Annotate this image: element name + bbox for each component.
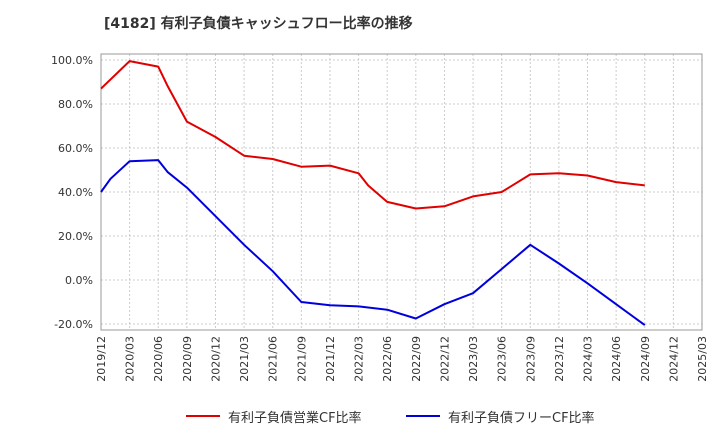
y-axis: 100.0% 80.0% 60.0% 40.0% 20.0% 0.0% -20.0% <box>51 54 93 331</box>
chart-title: [4182] 有利子負債キャッシュフロー比率の推移 <box>104 16 413 32</box>
series-group <box>100 60 646 326</box>
x-axis: 2019/12 2020/03 2020/06 2020/09 2020/12 2021/… <box>95 336 709 382</box>
x-tick-label: 2025/03 <box>696 336 709 382</box>
x-tick-label: 2024/03 <box>582 336 595 382</box>
y-tick-label: -20.0% <box>54 318 93 331</box>
x-tick-label: 2024/12 <box>667 336 680 382</box>
legend-swatch-blue <box>406 415 440 417</box>
y-tick-label: 100.0% <box>51 54 93 67</box>
x-tick-label: 2024/09 <box>639 336 652 382</box>
y-tick-label: 80.0% <box>58 98 93 111</box>
legend-swatch-red <box>186 415 220 417</box>
legend: 有利子負債営業CF比率 有利子負債フリーCF比率 <box>0 404 720 428</box>
x-tick-label: 2024/06 <box>610 336 623 382</box>
x-tick-label: 2020/06 <box>152 336 165 382</box>
y-tick-label: 40.0% <box>58 186 93 199</box>
legend-label: 有利子負債営業CF比率 <box>228 410 362 426</box>
x-tick-label: 2022/09 <box>410 336 423 382</box>
grid <box>100 54 703 330</box>
x-tick-label: 2021/12 <box>324 336 337 382</box>
legend-item-free-cf: 有利子負債フリーCF比率 <box>406 404 595 428</box>
x-tick-label: 2021/06 <box>267 336 280 382</box>
x-tick-label: 2020/12 <box>209 336 222 382</box>
x-tick-label: 2022/12 <box>438 336 451 382</box>
series-line-free-cf <box>100 159 646 326</box>
x-tick-label: 2021/09 <box>295 336 308 382</box>
y-tick-label: 0.0% <box>65 274 93 287</box>
x-tick-label: 2020/09 <box>181 336 194 382</box>
series-line-operating-cf <box>100 60 645 210</box>
legend-label: 有利子負債フリーCF比率 <box>448 410 595 426</box>
x-tick-label: 2020/03 <box>124 336 137 382</box>
x-tick-label: 2022/06 <box>381 336 394 382</box>
x-tick-label: 2019/12 <box>95 336 108 382</box>
x-tick-label: 2023/09 <box>524 336 537 382</box>
y-tick-label: 60.0% <box>58 142 93 155</box>
y-tick-label: 20.0% <box>58 230 93 243</box>
x-tick-label: 2023/12 <box>553 336 566 382</box>
x-tick-label: 2022/03 <box>353 336 366 382</box>
x-tick-label: 2021/03 <box>238 336 251 382</box>
x-tick-label: 2023/06 <box>496 336 509 382</box>
legend-item-operating-cf: 有利子負債営業CF比率 <box>186 404 362 428</box>
x-tick-label: 2023/03 <box>467 336 480 382</box>
